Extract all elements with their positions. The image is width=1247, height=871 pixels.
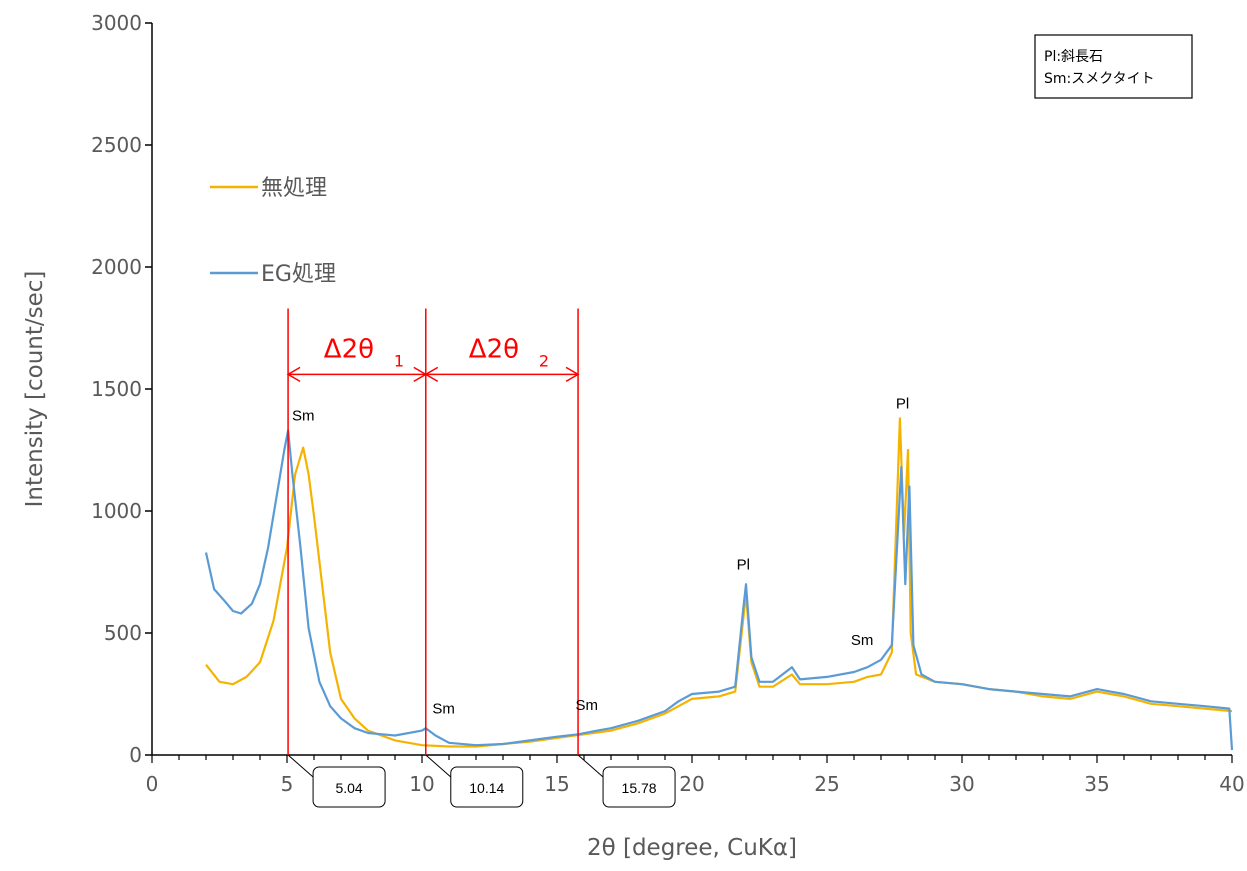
y-tick-label: 2500 (91, 133, 142, 157)
span-subscript-1: 2 (539, 351, 549, 370)
x-tick-label: 20 (679, 772, 704, 796)
x-tick-label: 35 (1084, 772, 1109, 796)
key-line-0: Pl:斜長石 (1044, 49, 1103, 65)
arrow-head-left (286, 366, 301, 383)
callout-label: 5.04 (335, 780, 362, 796)
callout-box (450, 766, 524, 808)
x-axis-title: 2θ [degree, CuKα] (587, 835, 797, 861)
callout-label: 10.14 (469, 780, 504, 796)
key-box: Pl:斜長石 Sm:スメクタイト (1034, 34, 1193, 99)
peak-label: Pl (896, 396, 909, 413)
y-tick-label: 1000 (91, 499, 142, 523)
arrow-head-left (424, 366, 439, 383)
peak-label: Sm (575, 697, 598, 714)
y-tick-label: 0 (129, 743, 142, 767)
x-tick-label: 10 (409, 772, 434, 796)
callout-pointer (577, 754, 604, 778)
peak-label: Sm (292, 408, 315, 425)
peak-label: Sm (851, 632, 874, 649)
y-tick-label: 3000 (91, 11, 142, 35)
series-line-1 (204, 429, 1234, 751)
callout-pointer (425, 754, 452, 778)
y-tick-label: 2000 (91, 255, 142, 279)
annotation-layer: 5.04 10.14 15.78 Δ2θ 1 Δ2θ 2 Sm Sm Sm Pl Sm Pl (286, 308, 909, 808)
callout-box (602, 766, 676, 808)
x-tick-label: 0 (146, 772, 159, 796)
span-subscript-0: 1 (394, 351, 404, 370)
x-tick-label: 30 (949, 772, 974, 796)
peak-label: Pl (737, 557, 750, 574)
x-tick-label: 40 (1219, 772, 1244, 796)
callout-label: 15.78 (622, 780, 657, 796)
callout-box (312, 766, 386, 808)
legend-label-1: EG処理 (261, 262, 336, 287)
x-tick-label: 25 (814, 772, 839, 796)
arrow-head-right (565, 366, 580, 383)
span-label-1: Δ2θ (469, 334, 519, 364)
y-tick-label: 1500 (91, 377, 142, 401)
key-line-1: Sm:スメクタイト (1044, 71, 1155, 87)
legend: 無処理 EG処理 (210, 176, 336, 287)
axes: 0 500 1000 1500 2000 2500 3000 0 5 10 15 20 25 30 35 40… (22, 11, 1245, 861)
series-line-0 (205, 417, 1233, 748)
x-tick-label: 5 (281, 772, 294, 796)
series-layer (204, 417, 1234, 751)
legend-label-0: 無処理 (261, 176, 327, 201)
peak-label: Sm (432, 701, 455, 718)
span-label-0: Δ2θ (324, 334, 374, 364)
callout-pointer (287, 754, 314, 778)
y-axis-title: Intensity [count/sec] (22, 271, 48, 508)
key-box-frame (1034, 34, 1193, 99)
y-tick-label: 500 (104, 621, 142, 645)
x-tick-label: 15 (544, 772, 569, 796)
